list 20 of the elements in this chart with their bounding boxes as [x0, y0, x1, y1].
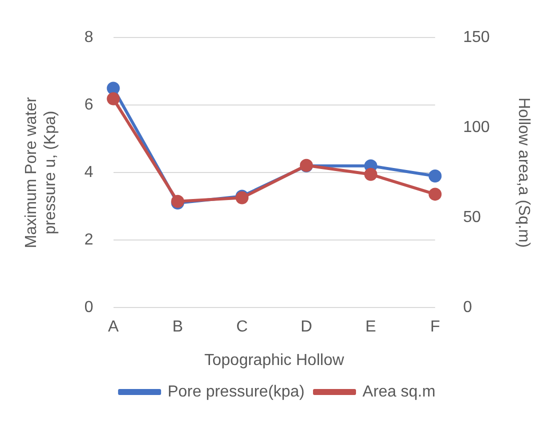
y-tick-label: 0: [84, 299, 94, 316]
x-axis-title: Topographic Hollow: [204, 352, 344, 369]
y2-axis-title: Hollow area,a (Sq.m): [514, 97, 532, 248]
x-tick-label: F: [430, 318, 440, 336]
y-tick-label: 8: [84, 29, 94, 46]
x-tick-label: B: [172, 318, 183, 336]
x-tick-label: C: [236, 318, 248, 336]
y-tick-label: 4: [84, 164, 94, 182]
y2-tick-label: 0: [463, 299, 472, 316]
y-axis-title: Maximum Pore water pressure u, (Kpa): [23, 96, 60, 248]
legend-label: Area sq.m: [362, 383, 436, 400]
y-tick-label: 2: [84, 232, 94, 249]
y-tick-label: 6: [84, 96, 94, 114]
y2-tick-label: 150: [463, 29, 490, 46]
x-tick-label: A: [108, 318, 119, 336]
x-tick-label: E: [365, 318, 376, 336]
y2-tick-label: 100: [463, 119, 490, 136]
x-tick-label: D: [300, 318, 312, 336]
y2-tick-label: 50: [463, 209, 482, 226]
legend-label: Pore pressure(kpa): [168, 383, 305, 400]
